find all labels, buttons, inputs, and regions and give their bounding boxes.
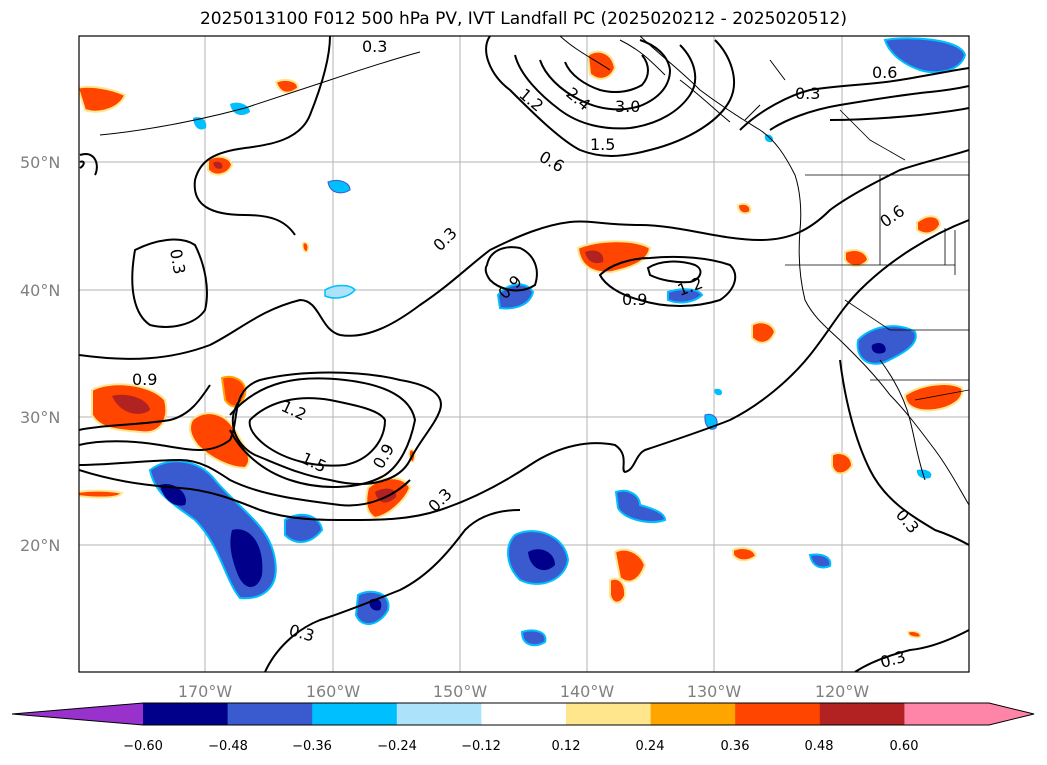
colorbar-bin: [227, 703, 313, 725]
contour-label: 0.6: [872, 63, 897, 82]
colorbar-bin: [566, 703, 652, 725]
ivt-negative-shading: [148, 37, 967, 647]
map-title: 2025013100 F012 500 hPa PV, IVT Landfall…: [199, 9, 847, 29]
pv-contours: [79, 36, 969, 672]
lat-label: 30°N: [20, 408, 60, 427]
colorbar-bin: [904, 703, 990, 725]
colorbar-over-arrow: [989, 703, 1034, 725]
colorbar-tick-label: −0.12: [461, 739, 501, 754]
colorbar-tick-label: −0.36: [292, 739, 332, 754]
ivt-positive-shading: [79, 50, 964, 638]
colorbar-tick-label: 0.12: [552, 739, 581, 754]
colorbar-bin: [143, 703, 229, 725]
colorbar-tick-label: 0.48: [805, 739, 834, 754]
colorbar-bin: [650, 703, 736, 725]
lon-label: 130°W: [687, 682, 742, 701]
lon-label: 140°W: [560, 682, 615, 701]
colorbar-tick-label: 0.60: [890, 739, 919, 754]
coastlines: [99, 36, 969, 506]
colorbar-outline: [11, 702, 1035, 726]
political-borders: [785, 109, 969, 401]
lat-label: 20°N: [20, 536, 60, 555]
colorbar-bin: [819, 703, 905, 725]
lon-label: 160°W: [306, 682, 361, 701]
colorbar-under-arrow: [12, 703, 143, 725]
lon-label: 170°W: [178, 682, 233, 701]
lat-label: 40°N: [20, 281, 60, 300]
contour-label: 1.5: [590, 135, 615, 154]
contour-label: 0.3: [166, 247, 189, 275]
colorbar: −0.60 −0.48 −0.36 −0.24 −0.12 0.12 0.24 …: [11, 702, 1035, 754]
colorbar-bin: [735, 703, 821, 725]
map-frame: [78, 35, 970, 673]
colorbar-bin: [481, 703, 567, 725]
contour-label: 0.9: [622, 290, 647, 309]
contour-label: 3.0: [615, 97, 640, 116]
colorbar-bin: [396, 703, 482, 725]
contour-label: 0.3: [362, 37, 387, 56]
colorbar-tick-label: 0.24: [636, 739, 665, 754]
colorbar-bin: [312, 703, 398, 725]
lon-label: 120°W: [815, 682, 870, 701]
colorbar-tick-label: −0.24: [377, 739, 417, 754]
lat-label: 50°N: [20, 153, 60, 172]
colorbar-tick-label: 0.36: [721, 739, 750, 754]
contour-label: 0.9: [132, 370, 157, 389]
colorbar-tick-label: −0.48: [208, 739, 248, 754]
contour-label: 0.3: [795, 84, 820, 103]
latitude-labels: 50°N 40°N 30°N 20°N: [20, 153, 60, 555]
longitude-labels: 170°W 160°W 150°W 140°W 130°W 120°W: [178, 682, 870, 701]
colorbar-tick-label: −0.60: [123, 739, 163, 754]
lon-label: 150°W: [433, 682, 488, 701]
